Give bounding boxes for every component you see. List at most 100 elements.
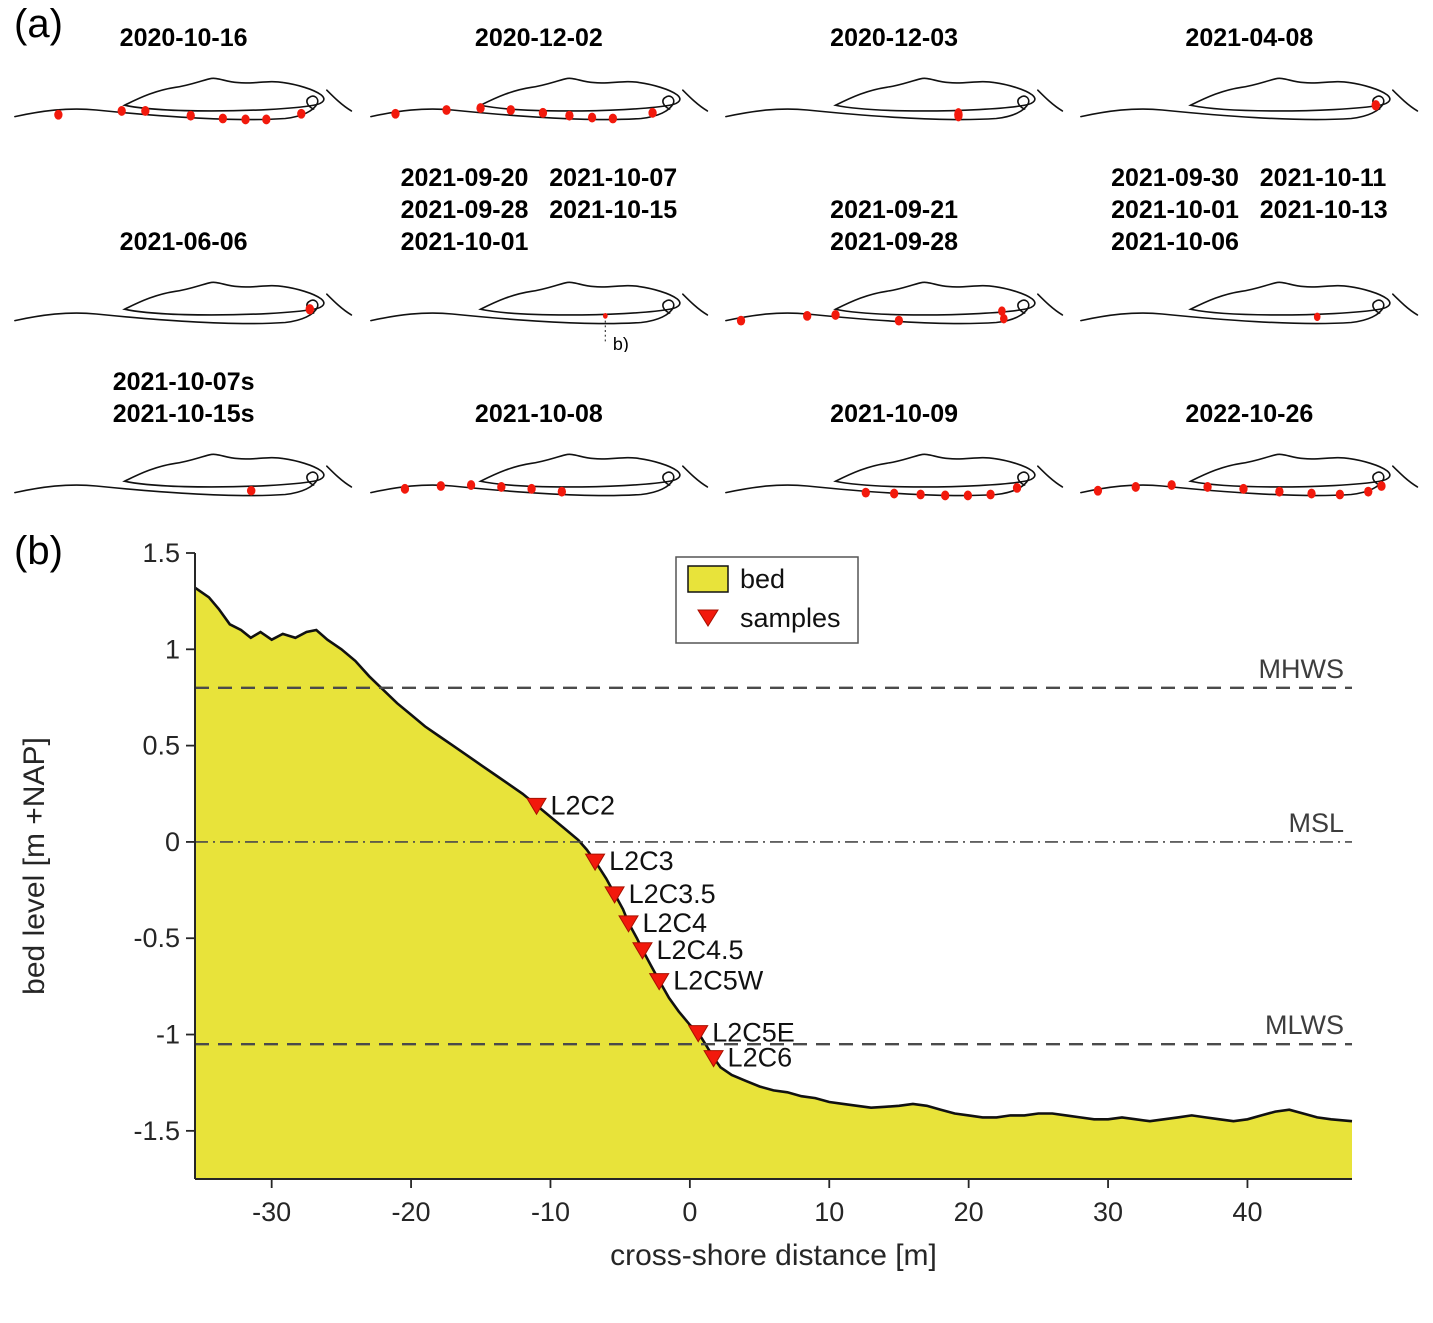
- x-tick-label: 20: [954, 1197, 984, 1227]
- coastline-map: [14, 77, 353, 125]
- sample-location-dot: [954, 108, 963, 122]
- coastline-map: [14, 453, 353, 496]
- x-tick-label: -10: [531, 1197, 570, 1227]
- coastline-map: [369, 453, 708, 497]
- sample-location-dot: [999, 313, 1008, 324]
- sample-label-l2c5e: L2C5E: [712, 1018, 795, 1048]
- sample-location-dot: [219, 113, 228, 124]
- sample-location-dot: [118, 106, 127, 116]
- coastline-path: [326, 464, 353, 488]
- map-date-label: 2021-04-08: [1185, 24, 1314, 52]
- coastline-map: b): [369, 281, 708, 352]
- coastline-map: [725, 281, 1064, 326]
- maps-grid: 2020-10-16 2020-12-02 2020-12-03 2021-04-08…: [10, 6, 1423, 523]
- map-date-label: 2020-12-03: [830, 24, 959, 52]
- y-tick-label: -0.5: [133, 924, 180, 954]
- sample-location-dot: [527, 483, 536, 494]
- sample-location-dot: [736, 315, 746, 326]
- map-date-label: 2021-09-20 2021-10-07 2021-09-28 2021-10…: [400, 163, 678, 256]
- sample-location-dot: [587, 112, 596, 123]
- map-cell: 2021-10-07s 2021-10-15s: [10, 356, 357, 524]
- sample-marker-l2c5w: [648, 973, 670, 991]
- sample-marker-l2c3.5: [604, 886, 625, 905]
- map-date-label: 2021-10-09: [830, 399, 959, 428]
- x-tick-label: 0: [682, 1197, 697, 1227]
- ref-line-label-mhws: MHWS: [1259, 654, 1344, 684]
- map-cell: 2021-06-06: [10, 152, 357, 352]
- sample-label-l2c4: L2C4: [643, 908, 708, 938]
- coastline-path: [326, 293, 353, 316]
- sample-location-dot: [1377, 480, 1386, 491]
- sample-location-dot: [557, 486, 566, 497]
- sample-location-dot: [476, 103, 485, 114]
- sample-location-dot: [1307, 488, 1316, 499]
- map-date-label: 2021-09-21 2021-09-28: [830, 195, 959, 256]
- y-tick-label: 0: [165, 827, 180, 857]
- map-cell: 2022-10-26: [1076, 356, 1423, 524]
- coastline-path: [369, 95, 675, 121]
- sample-location-dot: [496, 481, 506, 492]
- sample-label-l2c4.5: L2C4.5: [656, 935, 743, 965]
- coastline-path: [1036, 293, 1064, 316]
- legend-swatch-bed: [687, 565, 729, 594]
- coastline-path: [477, 453, 681, 488]
- coastline-path: [725, 470, 1030, 496]
- sample-location-dot: [889, 488, 899, 499]
- coastline-map: [725, 77, 1064, 122]
- x-tick-label: 30: [1093, 1197, 1123, 1227]
- y-tick-label: 1: [165, 635, 180, 665]
- sample-location-dot: [1364, 486, 1373, 497]
- sample-location-dot: [602, 312, 608, 319]
- sample-location-dot: [400, 483, 409, 494]
- x-tick-label: 10: [814, 1197, 844, 1227]
- sample-location-dot: [1012, 482, 1022, 493]
- x-tick-label: -30: [252, 1197, 291, 1227]
- coastline-path: [122, 77, 326, 112]
- sample-location-dot: [608, 113, 617, 124]
- coastline-path: [122, 453, 326, 488]
- sample-location-dot: [1093, 485, 1103, 496]
- coastline-path: [477, 281, 681, 316]
- sample-location-dot: [1167, 479, 1177, 490]
- sample-marker-l2c6: [703, 1050, 724, 1069]
- y-tick-label: 1.5: [142, 538, 180, 568]
- coastline-path: [326, 89, 353, 112]
- coastline-map: [1080, 281, 1419, 325]
- coastline-path: [833, 281, 1036, 316]
- coastline-path: [369, 470, 675, 496]
- sample-location-dot: [436, 480, 445, 491]
- sample-location-dot: [466, 479, 475, 490]
- sample-location-dot: [506, 105, 515, 115]
- sample-marker-l2c4: [618, 915, 639, 934]
- coastline-path: [725, 95, 1030, 121]
- panel-b: (b) MHWS MSL MLWS L2C2 L2C3 L2C3.5 L2C4 L2C4.5 L…: [0, 529, 1433, 1299]
- sample-location-dot: [1275, 486, 1284, 497]
- sample-location-dot: [306, 303, 315, 315]
- map-date-label: 2021-10-08: [474, 399, 603, 428]
- sample-location-dot: [564, 110, 574, 121]
- map-date-label: 2020-12-02: [474, 24, 603, 52]
- sample-location-dot: [262, 114, 271, 125]
- map-date-label: 2020-10-16: [119, 24, 248, 52]
- y-tick-label: -1: [156, 1020, 180, 1050]
- sample-location-dot: [802, 310, 812, 321]
- coastline-path: [681, 464, 708, 488]
- sample-marker-l2c4.5: [632, 942, 653, 961]
- coastline-path: [369, 299, 675, 325]
- sample-location-dot: [986, 489, 995, 500]
- coastline-path: [1392, 89, 1419, 112]
- coastline-path: [1080, 299, 1385, 325]
- y-axis-label: bed level [m +NAP]: [18, 738, 51, 996]
- bed-profile-chart: MHWS MSL MLWS L2C2 L2C3L2C3.5L2C4L2C4.5L2C5W…: [18, 538, 1353, 1272]
- coastline-map: [369, 77, 708, 124]
- map-cell: 2021-04-08: [1076, 8, 1423, 148]
- coastline-path: [1392, 464, 1419, 488]
- coastline-path: [1080, 95, 1385, 121]
- sample-location-dot: [391, 108, 400, 119]
- coastline-path: [122, 281, 326, 316]
- coastline-path: [725, 299, 1030, 325]
- x-axis-label: cross-shore distance [m]: [610, 1239, 937, 1272]
- y-tick-label: -1.5: [133, 1116, 180, 1146]
- sample-location-dot: [1371, 100, 1381, 111]
